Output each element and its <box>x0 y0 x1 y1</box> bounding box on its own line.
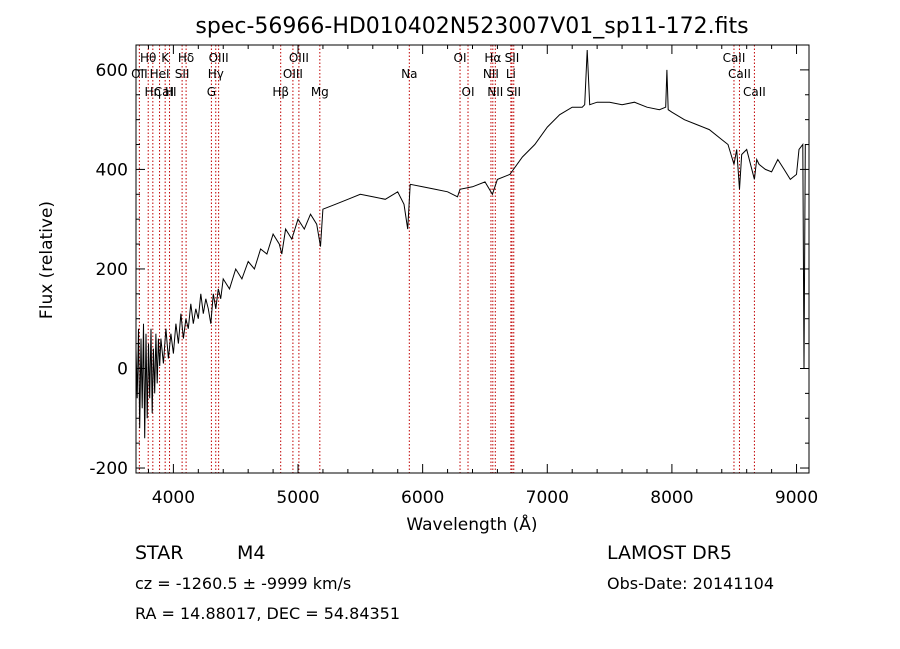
spectral-line-label: Hη <box>145 85 162 99</box>
spectral-line-label: CaII <box>728 67 751 81</box>
y-axis-label: Flux (relative) <box>37 201 57 319</box>
x-tick-label: 6000 <box>401 488 444 508</box>
spectrum-series-line <box>135 49 807 439</box>
x-tick-label: 9000 <box>775 488 818 508</box>
spectral-line-label: OIII <box>289 51 309 65</box>
y-axis-ticks: -200 0 200 400 600 <box>89 61 809 479</box>
spectral-line-label: OI <box>462 85 475 99</box>
spectral-line-label: Hα <box>484 51 501 65</box>
spectral-line-label: CaII <box>743 85 766 99</box>
spectral-line-label: CaII <box>154 85 177 99</box>
spectral-line-label: SII <box>505 51 520 65</box>
spectral-line-label: SII <box>175 67 190 81</box>
spectral-line-label: NII <box>487 85 503 99</box>
spectral-line-label: OI <box>454 51 467 65</box>
x-tick-label: 5000 <box>276 488 319 508</box>
spectral-line-label: Hγ <box>208 67 224 81</box>
spectral-line-label: Hβ <box>272 85 289 99</box>
x-tick-label: 7000 <box>526 488 569 508</box>
class-label: STAR <box>135 542 183 564</box>
y-tick-label: -200 <box>89 459 128 479</box>
obs-date-text: Obs-Date: 20141104 <box>607 574 774 593</box>
chart-title: spec-56966-HD010402N523007V01_sp11-172.f… <box>195 14 748 39</box>
x-tick-label: 8000 <box>650 488 693 508</box>
spectral-line-label: H <box>165 85 174 99</box>
radec-text: RA = 14.88017, DEC = 54.84351 <box>135 604 400 623</box>
x-axis-label: Wavelength (Å) <box>406 513 537 535</box>
spectral-line-label: SII <box>506 85 521 99</box>
y-tick-label: 0 <box>117 359 128 379</box>
y-tick-label: 600 <box>96 61 128 81</box>
spectral-line-label: G <box>207 85 216 99</box>
cz-text: cz = -1260.5 ± -9999 km/s <box>135 574 351 593</box>
spectral-line-label: Hθ <box>140 51 156 65</box>
x-tick-label: 4000 <box>152 488 195 508</box>
y-tick-label: 400 <box>96 160 128 180</box>
plot-frame <box>135 44 810 474</box>
spectral-line-label: K <box>161 51 170 65</box>
spectral-line-label: OIII <box>283 67 303 81</box>
spectral-line-label: Na <box>401 67 417 81</box>
y-tick-label: 200 <box>96 260 128 280</box>
spectral-line-label: NII <box>483 67 499 81</box>
spectral-line-label: OII <box>131 67 148 81</box>
x-axis-ticks: 4000 5000 6000 7000 8000 9000 <box>147 45 818 508</box>
spectral-line-label: HeI <box>150 67 170 81</box>
spectral-line-markers <box>138 45 755 473</box>
spectral-line-label: Hδ <box>178 51 194 65</box>
spectral-line-label: OIII <box>209 51 229 65</box>
spectral-line-label: Mg <box>311 85 329 99</box>
subclass-label: M4 <box>237 542 265 564</box>
spectral-line-label: CaII <box>723 51 746 65</box>
survey-label: LAMOST DR5 <box>607 542 732 564</box>
spectral-line-label: Li <box>506 67 516 81</box>
